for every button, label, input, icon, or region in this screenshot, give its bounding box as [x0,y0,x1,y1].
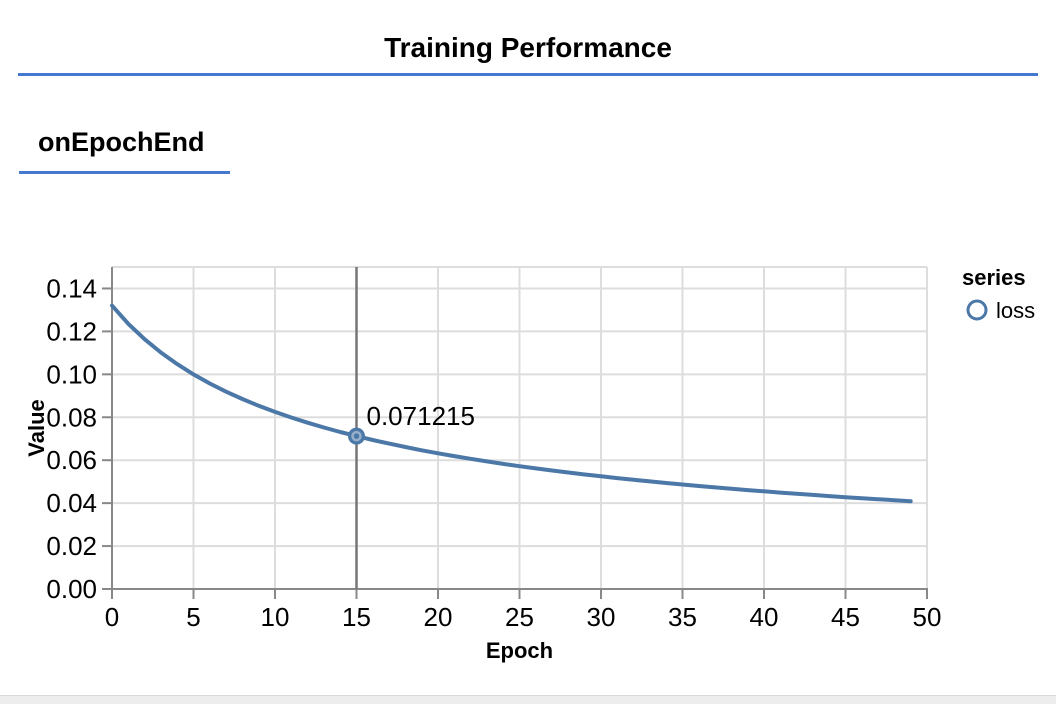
page-title: Training Performance [384,32,672,63]
x-tick-label: 35 [668,602,697,632]
x-tick-label: 45 [831,602,860,632]
title-divider [18,73,1038,77]
legend-title: series [962,265,1026,290]
y-tick-label: 0.00 [46,574,97,604]
y-tick-label: 0.14 [46,273,97,303]
x-tick-label: 5 [186,602,200,632]
plot-area[interactable] [112,267,927,589]
x-axis-title: Epoch [486,638,553,663]
x-tick-label: 30 [587,602,616,632]
section-title: onEpochEnd [19,126,230,174]
x-tick-label: 40 [750,602,779,632]
x-tick-label: 50 [913,602,942,632]
y-tick-label: 0.06 [46,445,97,475]
y-tick-label: 0.04 [46,488,97,518]
legend-label-loss: loss [996,298,1035,323]
x-tick-label: 15 [342,602,371,632]
y-axis-title: Value [24,399,49,456]
y-tick-label: 0.10 [46,359,97,389]
x-tick-label: 0 [105,602,119,632]
y-tick-label: 0.02 [46,531,97,561]
x-tick-label: 10 [261,602,290,632]
panel-bottom-edge [0,695,1056,704]
y-tick-label: 0.12 [46,316,97,346]
x-tick-label: 20 [424,602,453,632]
x-tick-label: 25 [505,602,534,632]
y-tick-label: 0.08 [46,402,97,432]
legend-marker-open-circle-icon [966,299,988,321]
